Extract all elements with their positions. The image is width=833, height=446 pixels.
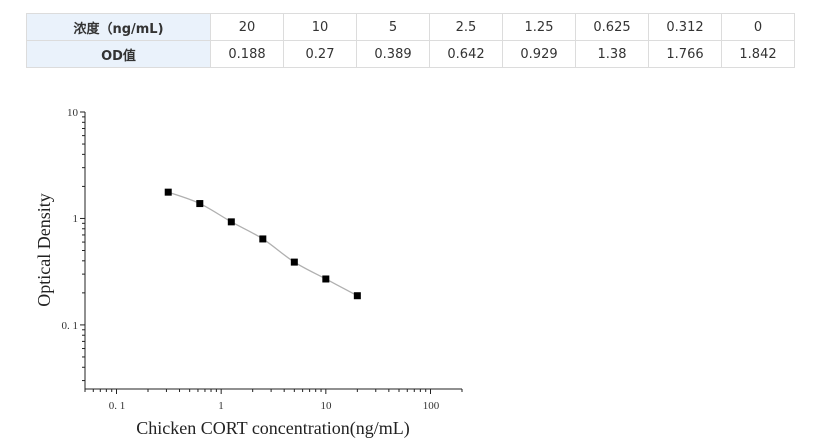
- table-row: OD值 0.188 0.27 0.389 0.642 0.929 1.38 1.…: [26, 40, 795, 68]
- cell: 20: [210, 13, 284, 41]
- x-tick-label: 10: [321, 400, 333, 412]
- x-tick-label: 0. 1: [109, 400, 126, 412]
- data-point: [290, 258, 298, 266]
- table-row: 浓度（ng/mL) 20 10 5 2.5 1.25 0.625 0.312 0: [26, 13, 795, 41]
- data-point: [259, 235, 267, 243]
- cell: 0.312: [648, 13, 722, 41]
- row-header: 浓度（ng/mL): [26, 13, 211, 41]
- x-tick-label: 100: [423, 400, 440, 412]
- y-tick-label: 1: [73, 213, 79, 225]
- cell: 10: [283, 13, 357, 41]
- y-tick-label: 0. 1: [62, 320, 79, 332]
- data-point: [322, 275, 330, 283]
- cell: 0.27: [283, 40, 357, 68]
- y-tick-label: 10: [67, 107, 79, 119]
- cell: 0.188: [210, 40, 284, 68]
- row-header: OD值: [26, 40, 211, 68]
- data-table: 浓度（ng/mL) 20 10 5 2.5 1.25 0.625 0.312 0…: [26, 13, 795, 68]
- cell: 1.842: [721, 40, 795, 68]
- cell: 1.38: [575, 40, 649, 68]
- data-point: [196, 200, 204, 208]
- data-point: [227, 218, 235, 226]
- y-axis-label: Optical Density: [34, 193, 54, 306]
- data-point: [164, 188, 172, 196]
- cell: 0.929: [502, 40, 576, 68]
- x-axis-label: Chicken CORT concentration(ng/mL): [136, 418, 410, 439]
- cell: 0.625: [575, 13, 649, 41]
- x-tick-label: 1: [218, 400, 224, 412]
- cell: 1.766: [648, 40, 722, 68]
- cell: 0.389: [356, 40, 430, 68]
- cell: 0.642: [429, 40, 503, 68]
- data-point: [353, 292, 361, 300]
